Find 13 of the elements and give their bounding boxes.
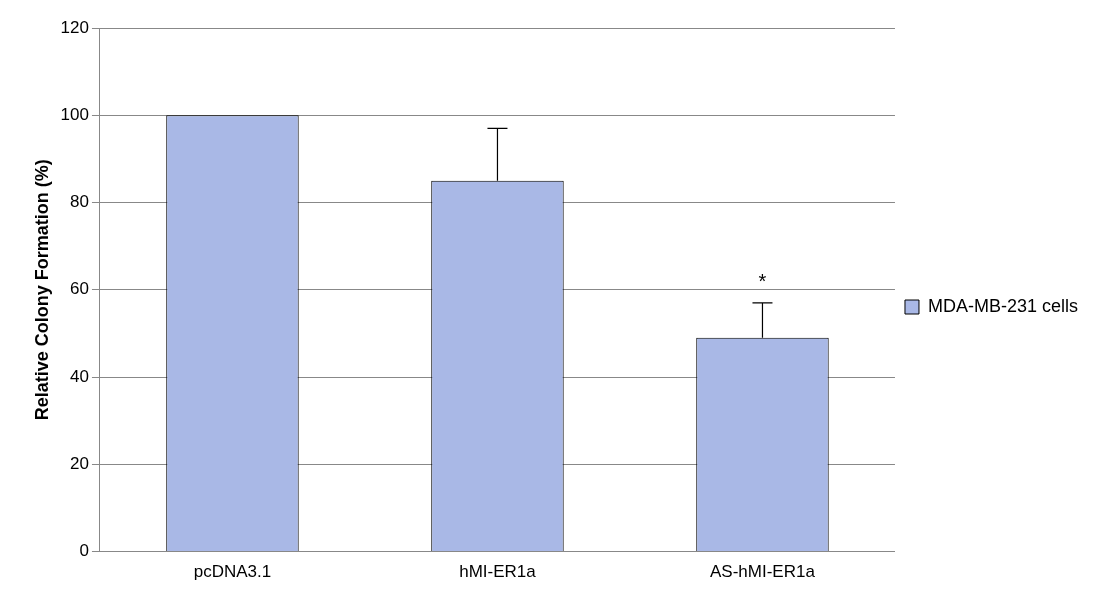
y-tick-label: 60 — [70, 279, 89, 299]
y-tick-label: 100 — [60, 104, 89, 124]
x-tick-label: pcDNA3.1 — [193, 562, 272, 582]
annotation: * — [758, 270, 767, 293]
y-tick-label: 80 — [70, 192, 89, 212]
x-tick-label: AS-hMI-ER1a — [710, 562, 816, 582]
y-tick-label: 0 — [79, 541, 89, 561]
x-tick-label: hMI-ER1a — [459, 562, 537, 582]
y-tick-label: 120 — [60, 17, 89, 37]
legend-label: MDA-MB-231 cells — [927, 295, 1078, 316]
y-tick-label: 40 — [70, 366, 89, 386]
y-tick-label: 20 — [70, 454, 89, 474]
y-axis-title: Relative Colony Formation (%) — [31, 159, 52, 421]
